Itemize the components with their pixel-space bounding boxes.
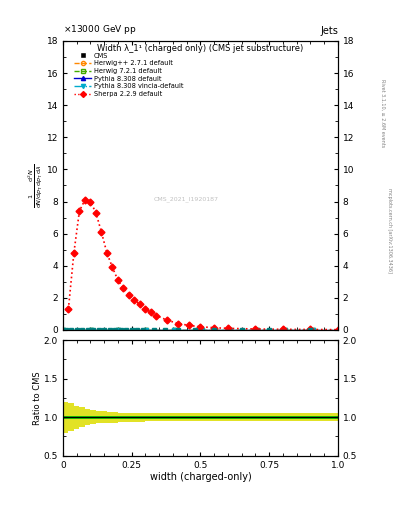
Text: Width λ_1¹ (charged only) (CMS jet substructure): Width λ_1¹ (charged only) (CMS jet subst…	[97, 44, 303, 53]
X-axis label: width (charged-only): width (charged-only)	[150, 472, 251, 482]
Text: mcplots.cern.ch [arXiv:1306.3436]: mcplots.cern.ch [arXiv:1306.3436]	[387, 188, 391, 273]
Text: $\times$13000 GeV pp: $\times$13000 GeV pp	[63, 23, 136, 36]
Y-axis label: $\frac{1}{\mathrm{d}N/\mathrm{d}p_\mathrm{T}}\frac{\mathrm{d}^2N}{\mathrm{d}p_\m: $\frac{1}{\mathrm{d}N/\mathrm{d}p_\mathr…	[27, 163, 45, 208]
Text: Jets: Jets	[320, 26, 338, 36]
Legend: CMS, Herwig++ 2.7.1 default, Herwig 7.2.1 default, Pythia 8.308 default, Pythia : CMS, Herwig++ 2.7.1 default, Herwig 7.2.…	[72, 50, 186, 100]
Y-axis label: Ratio to CMS: Ratio to CMS	[33, 371, 42, 424]
Text: Rivet 3.1.10, ≥ 2.6M events: Rivet 3.1.10, ≥ 2.6M events	[381, 78, 386, 147]
Text: CMS_2021_I1920187: CMS_2021_I1920187	[154, 196, 219, 202]
